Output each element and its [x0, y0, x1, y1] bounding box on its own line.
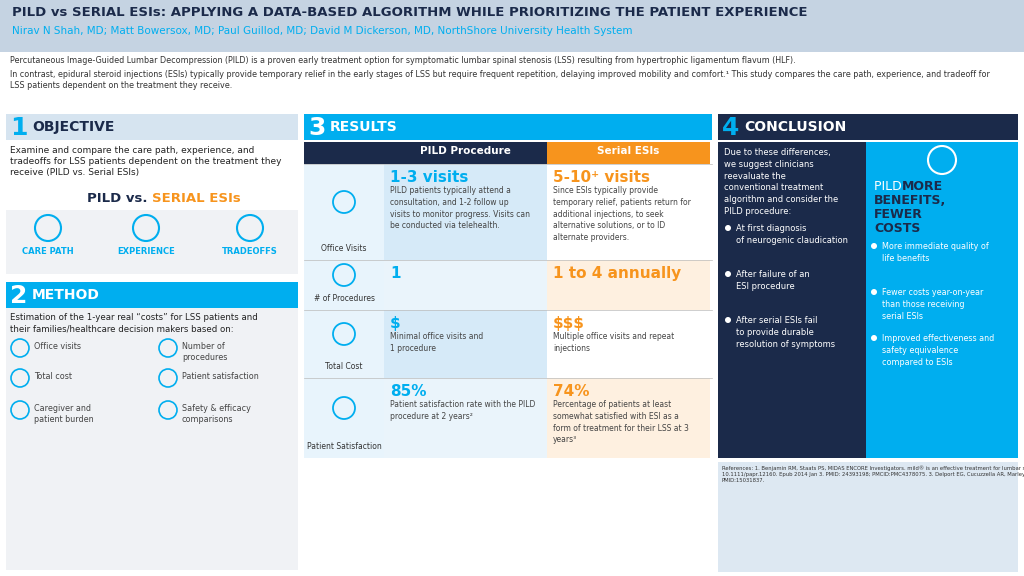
- Bar: [6, 308, 298, 570]
- Text: 4: 4: [722, 116, 739, 140]
- Text: Due to these differences,
we suggest clinicians
reevaluate the
conventional trea: Due to these differences, we suggest cli…: [724, 148, 839, 216]
- Circle shape: [871, 289, 877, 295]
- Bar: [718, 142, 866, 458]
- Bar: [384, 310, 547, 378]
- Text: FEWER: FEWER: [874, 208, 923, 221]
- Text: Since ESIs typically provide
temporary relief, patients return for
additional in: Since ESIs typically provide temporary r…: [553, 186, 691, 242]
- Circle shape: [871, 335, 877, 341]
- Text: COSTS: COSTS: [874, 222, 921, 235]
- Bar: [0, 0, 1024, 52]
- Bar: [384, 164, 547, 260]
- Bar: [718, 462, 1018, 572]
- Bar: [384, 142, 547, 164]
- Text: # of Procedures: # of Procedures: [313, 294, 375, 303]
- Text: Total cost: Total cost: [34, 372, 72, 381]
- Bar: [547, 164, 710, 260]
- Text: Caregiver and
patient burden: Caregiver and patient burden: [34, 404, 93, 424]
- Bar: [0, 52, 1024, 114]
- Text: OBJECTIVE: OBJECTIVE: [32, 120, 115, 134]
- Bar: [547, 142, 710, 164]
- Text: Patient satisfaction: Patient satisfaction: [182, 372, 259, 381]
- Text: 3: 3: [308, 116, 326, 140]
- Text: 1: 1: [10, 116, 28, 140]
- Text: 1-3 visits: 1-3 visits: [390, 170, 468, 185]
- Text: After serial ESIs fail
to provide durable
resolution of symptoms: After serial ESIs fail to provide durabl…: [736, 316, 836, 348]
- Text: Total Cost: Total Cost: [326, 362, 362, 371]
- Bar: [866, 142, 1018, 458]
- Text: Number of
procedures: Number of procedures: [182, 342, 227, 362]
- Text: Patient Satisfaction: Patient Satisfaction: [306, 442, 381, 451]
- Text: $$$: $$$: [553, 316, 585, 331]
- Bar: [718, 114, 1018, 140]
- Text: 1 to 4 annually: 1 to 4 annually: [553, 266, 681, 281]
- Text: PILD:: PILD:: [874, 180, 910, 193]
- Bar: [6, 282, 298, 308]
- Text: Patient satisfaction rate with the PILD
procedure at 2 years²: Patient satisfaction rate with the PILD …: [390, 400, 536, 421]
- Text: 5-10⁺ visits: 5-10⁺ visits: [553, 170, 650, 185]
- Text: $: $: [390, 316, 400, 331]
- Bar: [384, 260, 547, 310]
- Text: 74%: 74%: [553, 384, 590, 399]
- Text: RESULTS: RESULTS: [330, 120, 397, 134]
- Circle shape: [725, 317, 731, 323]
- Text: PILD patients typically attend a
consultation, and 1-2 follow up
visits to monit: PILD patients typically attend a consult…: [390, 186, 530, 230]
- Bar: [384, 378, 547, 458]
- Text: Nirav N Shah, MD; Matt Bowersox, MD; Paul Guillod, MD; David M Dickerson, MD, No: Nirav N Shah, MD; Matt Bowersox, MD; Pau…: [12, 26, 633, 36]
- Text: Serial ESIs: Serial ESIs: [597, 146, 659, 156]
- Text: MORE: MORE: [902, 180, 943, 193]
- Text: Estimation of the 1-year real “costs” for LSS patients and
their families/health: Estimation of the 1-year real “costs” fo…: [10, 313, 258, 333]
- Bar: [304, 310, 384, 378]
- Text: Improved effectiveness and
safety equivalence
compared to ESIs: Improved effectiveness and safety equiva…: [882, 334, 994, 366]
- Text: 85%: 85%: [390, 384, 427, 399]
- Text: CARE PATH: CARE PATH: [23, 247, 74, 256]
- Bar: [304, 260, 384, 310]
- Text: Office visits: Office visits: [34, 342, 81, 351]
- Bar: [304, 164, 384, 260]
- Text: After failure of an
ESI procedure: After failure of an ESI procedure: [736, 270, 810, 291]
- Text: PILD Procedure: PILD Procedure: [420, 146, 510, 156]
- Text: BENEFITS,: BENEFITS,: [874, 194, 946, 207]
- Text: METHOD: METHOD: [32, 288, 100, 302]
- Bar: [6, 210, 298, 274]
- Text: 1: 1: [390, 266, 400, 281]
- Text: Multiple office visits and repeat
injections: Multiple office visits and repeat inject…: [553, 332, 674, 353]
- Text: Percentage of patients at least
somewhat satisfied with ESI as a
form of treatme: Percentage of patients at least somewhat…: [553, 400, 689, 445]
- Text: Office Visits: Office Visits: [322, 244, 367, 253]
- Bar: [304, 142, 384, 164]
- Text: In contrast, epidural steroid injections (ESIs) typically provide temporary reli: In contrast, epidural steroid injections…: [10, 70, 990, 90]
- Bar: [547, 310, 710, 378]
- Text: Minimal office visits and
1 procedure: Minimal office visits and 1 procedure: [390, 332, 483, 353]
- Circle shape: [725, 271, 731, 277]
- Text: CONCLUSION: CONCLUSION: [744, 120, 846, 134]
- Bar: [547, 260, 710, 310]
- Bar: [547, 378, 710, 458]
- Circle shape: [725, 225, 731, 231]
- Text: Fewer costs year-on-year
than those receiving
serial ESIs: Fewer costs year-on-year than those rece…: [882, 288, 983, 321]
- Text: More immediate quality of
life benefits: More immediate quality of life benefits: [882, 242, 989, 263]
- Text: Safety & efficacy
comparisons: Safety & efficacy comparisons: [182, 404, 251, 424]
- Text: References: 1. Benjamin RM, Staats PS, MIDAS ENCORE Investigators. mild® is an e: References: 1. Benjamin RM, Staats PS, M…: [722, 465, 1024, 483]
- Text: EXPERIENCE: EXPERIENCE: [117, 247, 175, 256]
- Text: At first diagnosis
of neurogenic claudication: At first diagnosis of neurogenic claudic…: [736, 224, 848, 245]
- Text: SERIAL ESIs: SERIAL ESIs: [152, 192, 241, 205]
- Text: 2: 2: [10, 284, 28, 308]
- Text: PILD vs SERIAL ESIs: APPLYING A DATA-BASED ALGORITHM WHILE PRIORITIZING THE PATI: PILD vs SERIAL ESIs: APPLYING A DATA-BAS…: [12, 6, 808, 19]
- Text: PILD vs.: PILD vs.: [87, 192, 152, 205]
- Circle shape: [871, 243, 877, 249]
- Text: Percutaneous Image-Guided Lumbar Decompression (PILD) is a proven early treatmen: Percutaneous Image-Guided Lumbar Decompr…: [10, 56, 796, 65]
- Bar: [304, 378, 384, 458]
- Bar: [6, 114, 298, 140]
- Bar: [304, 114, 712, 140]
- Text: Examine and compare the care path, experience, and
tradeoffs for LSS patients de: Examine and compare the care path, exper…: [10, 146, 282, 177]
- Text: TRADEOFFS: TRADEOFFS: [222, 247, 278, 256]
